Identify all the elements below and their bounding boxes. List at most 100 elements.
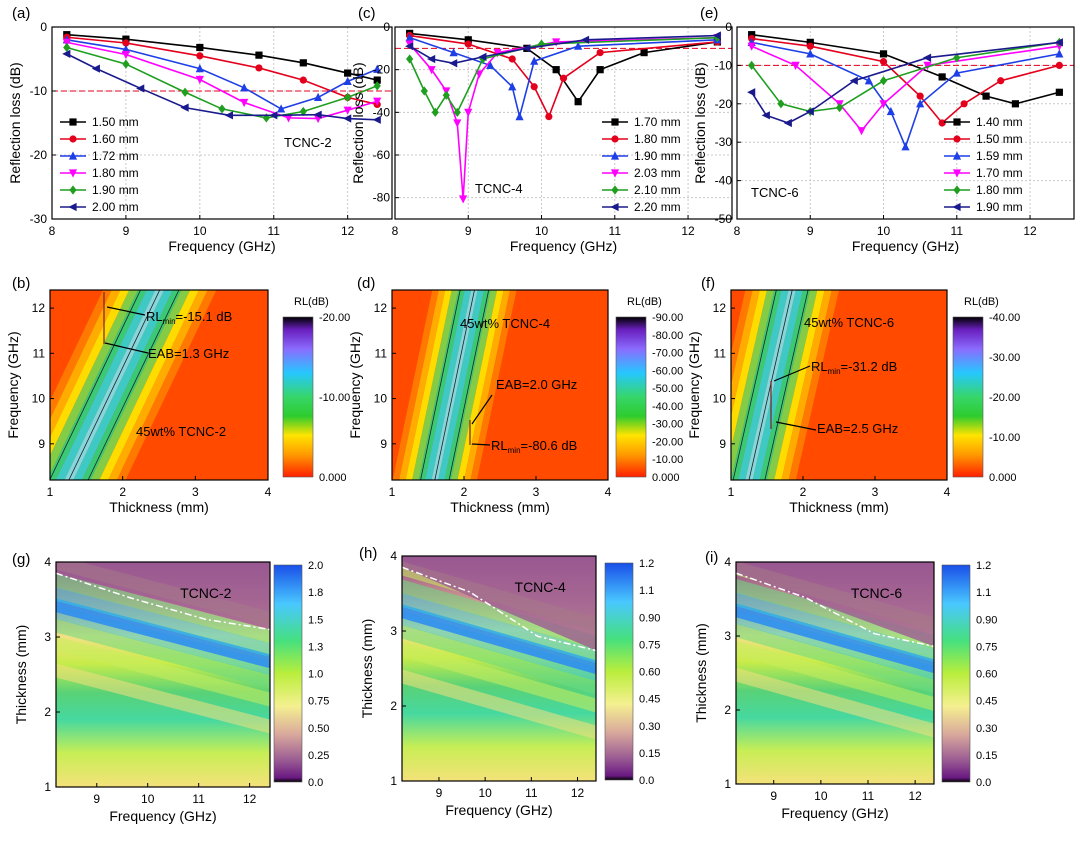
panel-label: (i) [705,549,718,566]
data-point [806,42,814,50]
x-tick-label: 10 [478,786,492,800]
data-point [442,90,450,100]
data-point [459,195,468,204]
data-point [464,36,472,44]
colorbar: RL(dB) -20.00 -10.00 0.000 [282,296,350,484]
data-point [299,59,307,67]
x-tick-label: 11 [192,792,205,806]
legend-entry: 1.70 mm [976,166,1023,180]
series-180mm [406,31,721,121]
series-190mm [405,33,722,121]
x-tick-label: 9 [807,224,814,238]
legend-marker [69,185,77,195]
rl-min-value: =-31.2 dB [841,359,898,374]
x-tick-label: 9 [465,224,472,238]
x-tick-label: 9 [93,792,100,806]
series-180mm [62,38,382,124]
data-point [864,76,873,85]
data-point [508,82,517,91]
data-point [938,73,946,81]
sample-name-label: TCNC-4 [475,181,523,196]
contour-band [55,290,156,480]
data-point [240,98,249,108]
colorbar-title: RL(dB) [627,296,662,308]
eab-label: EAB=2.5 GHz [817,421,898,436]
rl-min-annotation: RLmin=-31.2 dB [773,359,898,382]
colorbar-tick-label: 1.1 [976,587,991,599]
colorbar-tick-label: 0.45 [976,696,997,708]
colorbar: 2.0 1.8 1.5 1.3 1.0 0.75 0.50 0.25 0.0 [273,560,329,789]
contour-band [464,290,511,480]
x-axis-label: Frequency (GHz) [445,802,552,818]
legend-entry: 1.72 mm [92,149,139,163]
contour-band [774,290,825,480]
x-tick-label: 4 [265,485,272,499]
annotation-arrow [471,443,491,446]
rl-min-value: =-80.6 dB [521,438,578,453]
contour-line [764,290,809,480]
legend-entry: 1.50 mm [92,115,139,129]
impedance-band [56,598,270,669]
colorbar-tick-label: 0.15 [976,750,997,762]
colorbar-tick-label: -30.00 [652,419,683,431]
legend-entry: 1.90 mm [634,149,681,163]
legend-marker [952,151,962,160]
impedance-band [56,663,270,734]
y-axis-label: Thickness (mm) [13,625,29,725]
y-tick-label: 1 [390,774,397,788]
plot-frame [736,26,1075,220]
eab-label: EAB=2.0 GHz [496,377,577,392]
impedance-band [736,641,934,711]
colorbar-tick-label: 1.8 [308,587,323,599]
eab-annotation: EAB=2.5 GHz [775,421,898,436]
impedance-band [736,667,934,738]
data-point [405,42,414,51]
contour-band [767,290,818,480]
contour-band [50,290,112,420]
data-point [121,50,131,60]
y-tick-label: 2 [390,699,397,713]
series-200mm [62,49,381,124]
colorbar-tick-label: 0.75 [976,641,997,653]
legend: 1.70 mm 1.80 mm 1.90 mm 2.03 mm 2.10 mm 2.20 … [602,115,681,214]
eab-annotation: EAB=1.3 GHz [104,342,229,361]
data-point [849,76,858,85]
data-point [916,92,924,100]
annotation-arrow [471,394,493,425]
data-point [537,39,546,49]
data-point [449,48,458,57]
x-axis-label: Frequency (GHz) [852,238,959,254]
impedance-band [402,669,596,740]
panel-label: (d) [357,275,375,292]
colorbar-tick-label: 0.30 [976,723,997,735]
x-tick-label: 11 [525,786,538,800]
x-tick-label: 9 [770,789,777,803]
panel-label: (f) [701,275,715,292]
colorbar-tick-label: -70.00 [652,348,683,360]
colorbar-tick-label: -50.00 [652,383,683,395]
y-tick-label: 4 [724,555,731,569]
colorbar-tick-label: 1.0 [308,669,323,681]
legend-marker [68,202,77,212]
contour-band [392,290,439,480]
plot-frame [394,26,733,220]
colorbar-gradient [941,564,971,783]
panel-label: (a) [12,5,30,22]
colorbar-tick-label: 0.90 [639,612,660,624]
rl-min-label: RLmin=-15.1 dB [146,309,232,326]
x-tick-label: 12 [571,786,585,800]
series-160mm [63,33,381,109]
series-line [409,32,718,104]
data-point [195,64,204,73]
x-tick-label: 10 [814,789,828,803]
y-tick-label: 1 [724,777,731,791]
y-tick-label: 4 [44,555,51,569]
x-tick-label: 8 [392,224,399,238]
x-tick-label: 2 [800,485,807,499]
y-tick-label: 0 [725,20,732,34]
y-tick-label: -60 [373,148,391,162]
x-axis-label: Thickness (mm) [109,499,209,515]
